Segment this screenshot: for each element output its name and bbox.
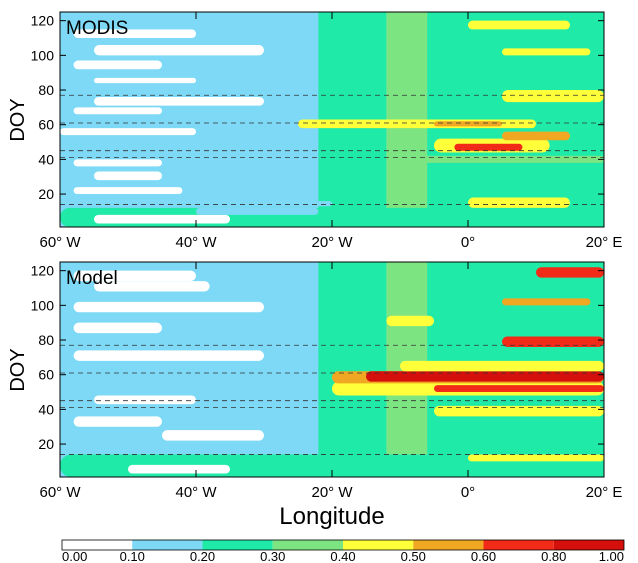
x-tick-label: 40° W	[175, 234, 217, 251]
x-tick-label: 20° W	[311, 234, 353, 251]
colorbar-segment	[132, 540, 203, 550]
colorbar-tick-label: 0.20	[190, 549, 215, 563]
heatmap-band	[60, 128, 196, 136]
colorbar-segment	[483, 540, 554, 550]
heatmap-column	[318, 262, 387, 477]
y-tick-label: 120	[31, 13, 55, 29]
y-ticks-modis: 20 40 60 80 100 120	[31, 13, 604, 202]
colorbar-tick-label: 0.10	[120, 549, 145, 563]
y-tick-label: 80	[38, 332, 54, 348]
y-tick-label: 40	[38, 151, 54, 167]
y-tick-label: 120	[31, 263, 55, 279]
heatmap-band	[468, 20, 570, 30]
heatmap-band	[536, 267, 604, 278]
x-tick-label: 40° W	[175, 484, 217, 501]
heatmap-modis	[60, 12, 604, 227]
heatmap-band	[434, 405, 604, 417]
y-tick-label: 100	[31, 297, 55, 313]
heatmap-band	[400, 155, 604, 163]
y-tick-label: 80	[38, 82, 54, 98]
heatmap-band	[366, 371, 604, 382]
x-tick-label: 20° W	[311, 484, 353, 501]
panel-modis: 20 40 60 80 100 120 60° W 40° W 20° W 0° 20° E MO…	[7, 11, 622, 251]
heatmap-band	[468, 197, 570, 208]
heatmap-band	[162, 430, 264, 441]
heatmap-band	[94, 395, 196, 405]
panel-title-model: Model	[66, 268, 118, 289]
heatmap-band	[73, 60, 162, 70]
colorbar-tick-label: 0.40	[330, 549, 355, 563]
panel-title-modis: MODIS	[66, 18, 128, 39]
heatmap-band	[196, 207, 319, 215]
heatmap-column	[60, 12, 319, 227]
heatmap-band	[60, 200, 332, 207]
heatmap-model	[60, 262, 604, 477]
x-tick-label: 20° E	[586, 484, 623, 501]
heatmap-band	[94, 44, 264, 56]
x-tick-label: 60° W	[39, 484, 81, 501]
y-ticks-model: 20 40 60 80 100 120	[31, 263, 604, 452]
heatmap-band	[94, 281, 210, 292]
reference-lines-modis	[60, 94, 604, 205]
heatmap-band	[94, 77, 196, 84]
reference-lines-model	[60, 344, 604, 455]
colorbar-segment	[343, 540, 414, 550]
colorbar-tick-label: 0.50	[401, 549, 426, 563]
x-axis-label: Longitude	[279, 503, 384, 530]
heatmap-band	[502, 131, 570, 141]
heatmap-band	[502, 336, 604, 347]
y-tick-label: 20	[38, 186, 54, 202]
heatmap-band	[73, 29, 196, 39]
heatmap-band	[73, 322, 162, 334]
colorbar-tick-label: 1.00	[599, 549, 624, 563]
heatmap-band	[434, 121, 502, 127]
heatmap-band	[502, 90, 604, 103]
y-tick-label: 40	[38, 401, 54, 417]
y-axis-label-modis: DOY	[7, 98, 29, 141]
colorbar-tick-label: 0.30	[260, 549, 285, 563]
heatmap-band	[73, 159, 162, 167]
heatmap-band	[400, 360, 604, 372]
y-tick-label: 20	[38, 436, 54, 452]
heatmap-band	[73, 107, 162, 115]
colorbar-segment	[62, 540, 133, 550]
panel-model: 20 40 60 80 100 120 60° W 40° W 20° W 0° 20° E Mo…	[7, 261, 622, 501]
x-tick-label: 0°	[461, 484, 475, 501]
colorbar-segment	[413, 540, 484, 550]
colorbar-segment	[272, 540, 343, 550]
y-axis-label-model: DOY	[7, 348, 29, 391]
colorbar-segment	[553, 540, 624, 550]
heatmap-band	[502, 298, 591, 306]
y-tick-label: 100	[31, 47, 55, 63]
colorbar-tick-label: 0.60	[471, 549, 496, 563]
colorbar: 0.00 0.10 0.20 0.30 0.40 0.50 0.60 0.80 1.00	[61, 539, 625, 563]
colorbar-tick-label: 0.00	[62, 549, 87, 563]
heatmap-band	[434, 385, 604, 393]
heatmap-band	[128, 464, 230, 474]
heatmap-band	[386, 315, 434, 327]
colorbar-frame	[61, 539, 625, 551]
heatmap-band	[73, 301, 264, 313]
heatmap-band	[73, 187, 183, 195]
heatmap-band	[73, 270, 196, 282]
x-tick-label: 60° W	[39, 234, 81, 251]
heatmap-band	[94, 171, 162, 181]
x-tick-label: 20° E	[586, 234, 623, 251]
x-ticks-model: 60° W 40° W 20° W 0° 20° E	[39, 262, 622, 501]
heatmap-band	[94, 96, 264, 106]
y-tick-label: 60	[38, 367, 54, 383]
heatmap-band	[94, 214, 230, 224]
heatmap-column	[60, 262, 319, 477]
heatmap-band	[502, 48, 591, 56]
colorbar-segment	[202, 540, 273, 550]
heatmap-band	[73, 416, 162, 427]
colorbar-tick-label: 0.80	[541, 549, 566, 563]
x-ticks-modis: 60° W 40° W 20° W 0° 20° E	[39, 12, 622, 251]
heatmap-band	[454, 143, 523, 151]
heatmap-band	[468, 454, 604, 462]
heatmap-band	[73, 350, 264, 361]
y-tick-label: 60	[38, 117, 54, 133]
x-tick-label: 0°	[461, 234, 475, 251]
